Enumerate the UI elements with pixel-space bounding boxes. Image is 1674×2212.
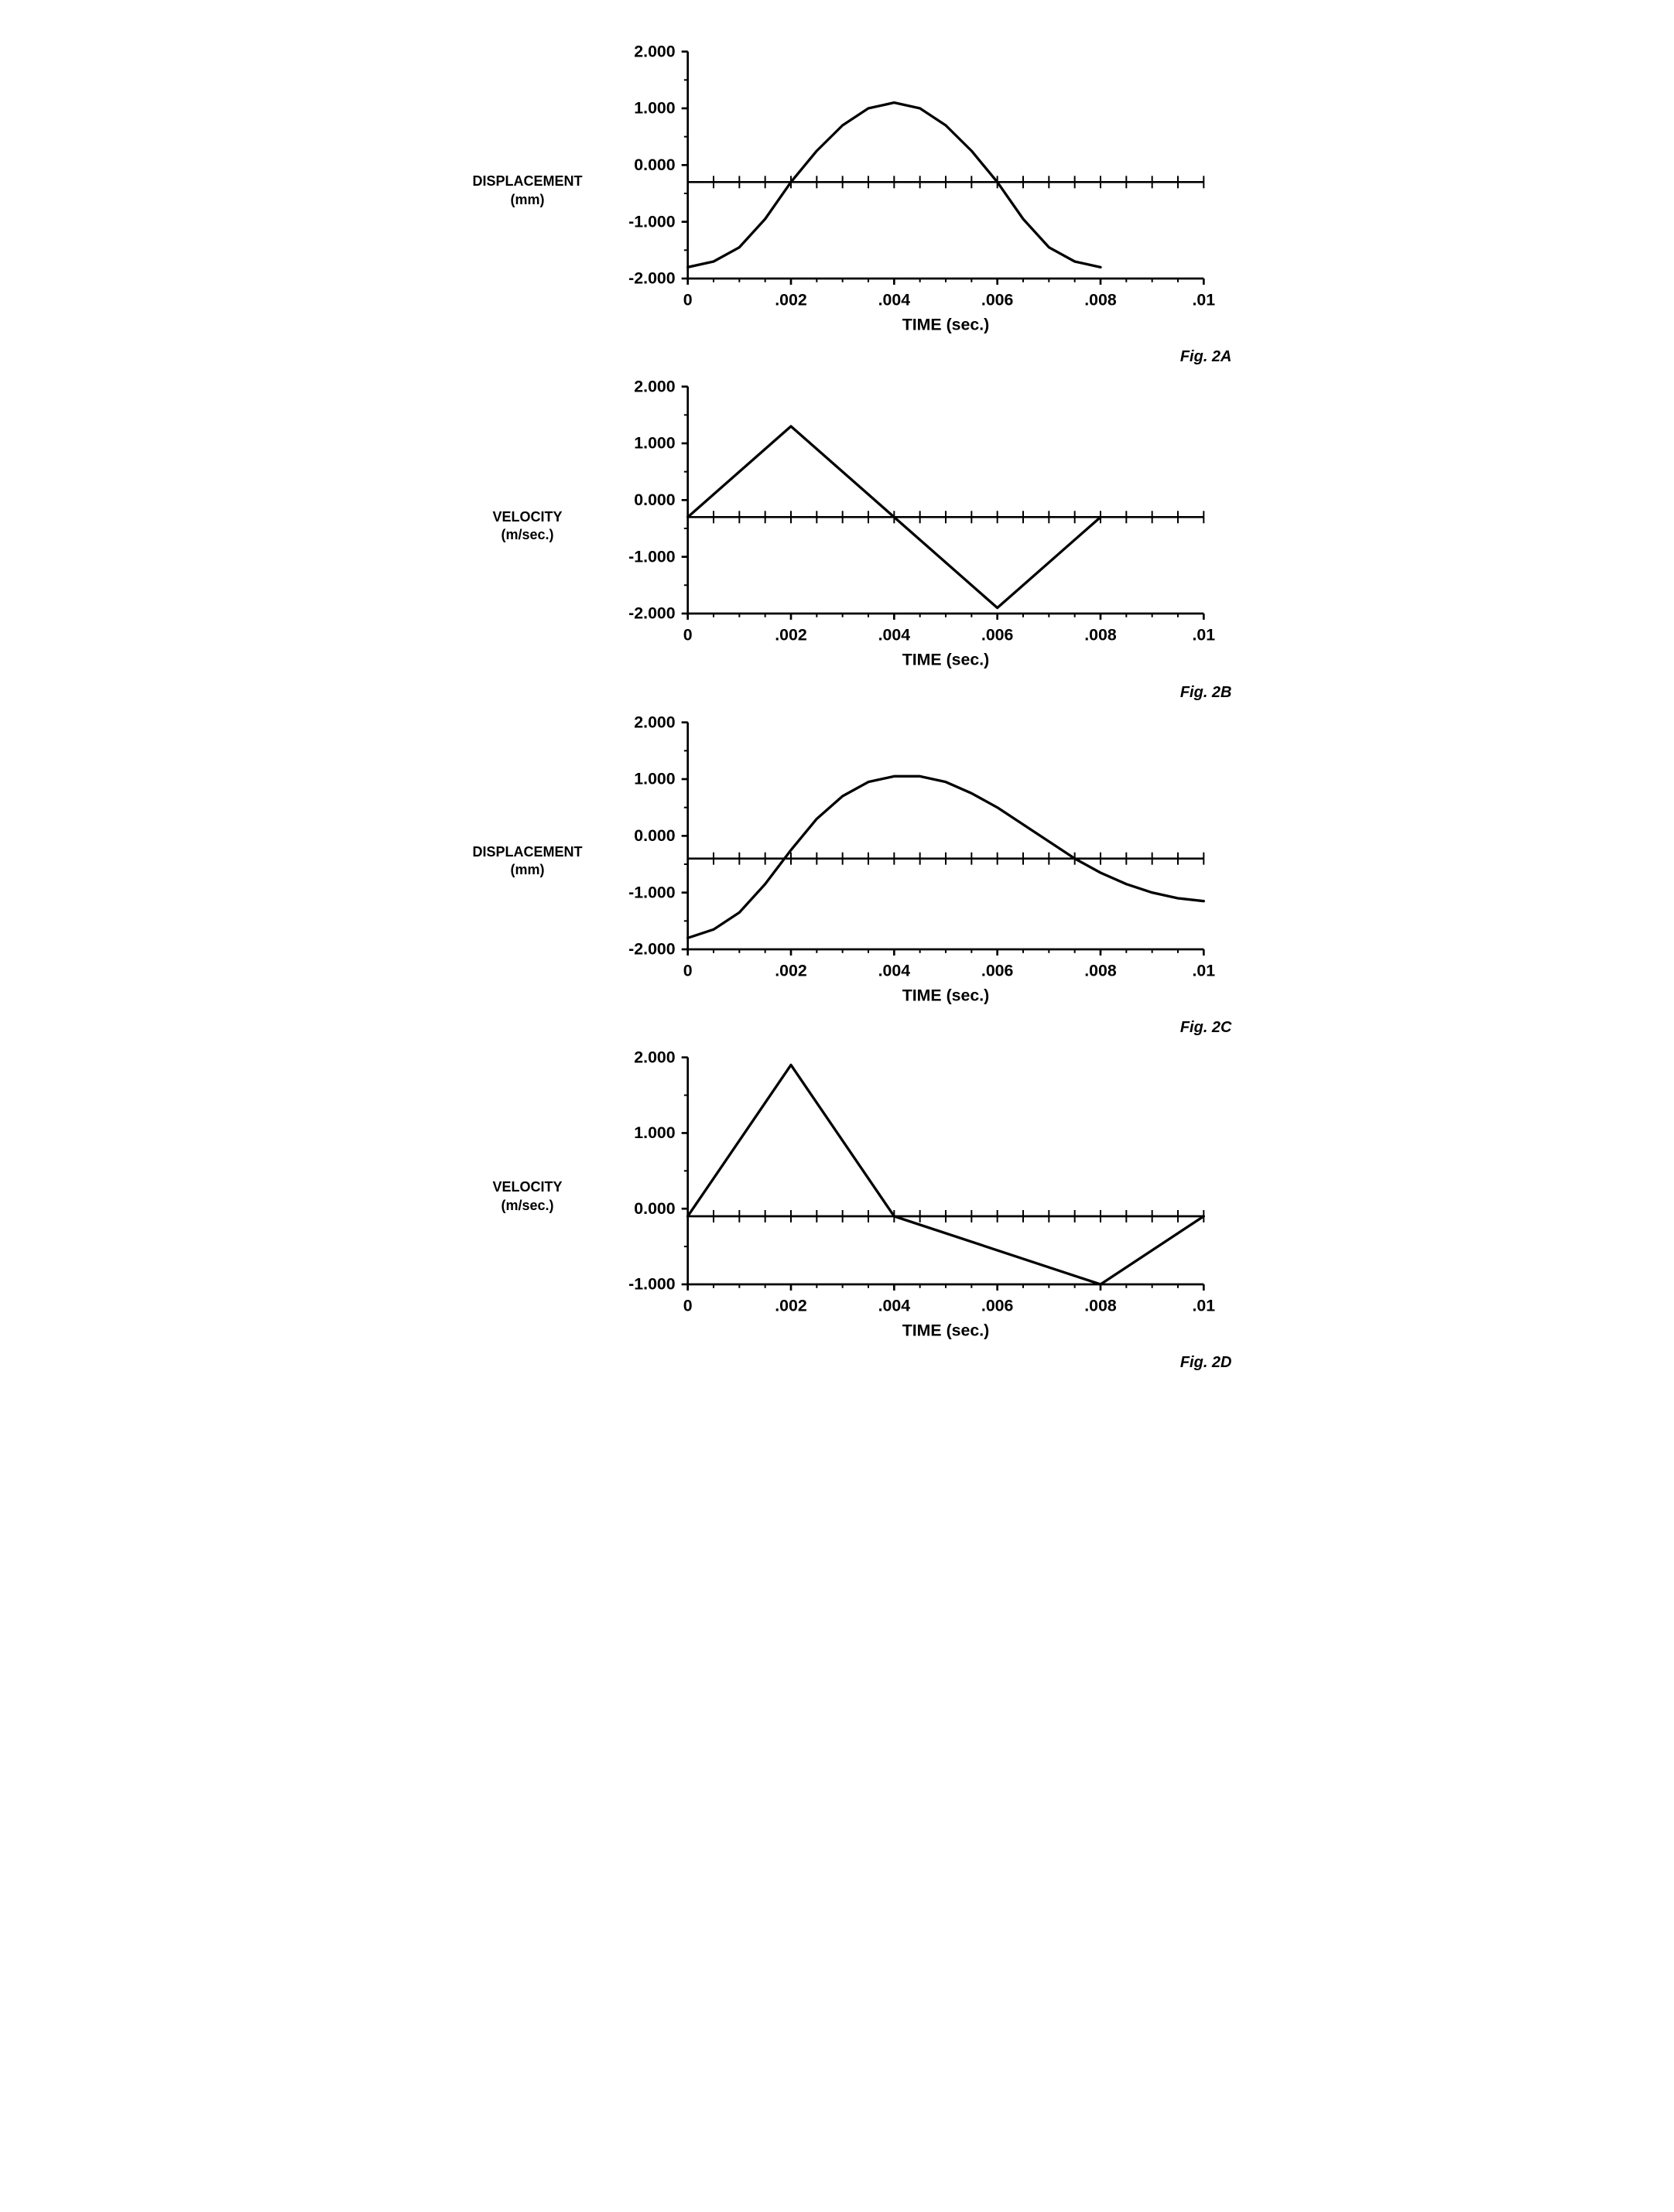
svg-text:0: 0 [683,961,692,980]
chart-box-2A: -2.000 -1.000 0.000 1.000 2.000 0 .002 .004 .006… [605,31,1224,350]
ylabel-2A: DISPLACEMENT (mm) [450,173,605,209]
svg-text:.01: .01 [1192,626,1215,644]
svg-text:.004: .004 [878,291,910,309]
svg-text:0: 0 [683,1297,692,1315]
ylabel-2B: VELOCITY (m/sec.) [450,508,605,545]
svg-text:.002: .002 [775,961,807,980]
svg-text:.002: .002 [775,626,807,644]
ylabel-line1: DISPLACEMENT [450,843,605,861]
svg-text:TIME (sec.): TIME (sec.) [902,986,989,1004]
svg-text:.006: .006 [981,291,1013,309]
svg-text:.004: .004 [878,961,910,980]
svg-text:.01: .01 [1192,291,1215,309]
svg-text:2.000: 2.000 [634,713,675,731]
chart-svg-2C: -2.000 -1.000 0.000 1.000 2.000 0 .002 .004 .006… [605,702,1224,1021]
svg-text:-1.000: -1.000 [628,212,675,231]
ylabel-line2: (m/sec.) [450,526,605,544]
svg-text:.008: .008 [1084,961,1117,980]
svg-text:-2.000: -2.000 [628,939,675,958]
svg-text:1.000: 1.000 [634,99,675,118]
ylabel-2C: DISPLACEMENT (mm) [450,843,605,880]
svg-text:0: 0 [683,291,692,309]
svg-text:0.000: 0.000 [634,826,675,845]
svg-text:.002: .002 [775,291,807,309]
svg-text:-1.000: -1.000 [628,1275,675,1294]
chart-box-2D: -1.000 0.000 1.000 2.000 0 .002 .004 .006 .008 .0… [605,1037,1224,1356]
svg-text:1.000: 1.000 [634,769,675,788]
svg-text:.006: .006 [981,961,1013,980]
svg-text:.006: .006 [981,1297,1013,1315]
caption-2D: Fig. 2D [1180,1354,1232,1372]
chart-row-2B: VELOCITY (m/sec.) -2.000 -1.000 0.000 1.000… [450,366,1224,685]
svg-text:TIME (sec.): TIME (sec.) [902,651,989,669]
svg-text:-2.000: -2.000 [628,269,675,288]
svg-text:.008: .008 [1084,1297,1117,1315]
svg-text:0: 0 [683,626,692,644]
svg-text:TIME (sec.): TIME (sec.) [902,1321,989,1340]
figure-container: DISPLACEMENT (mm) -2.000 -1.000 0.000 1.000… [450,31,1224,1356]
svg-text:-2.000: -2.000 [628,604,675,623]
chart-row-2C: DISPLACEMENT (mm) -2.000 -1.000 0.000 1.000… [450,702,1224,1021]
chart-box-2C: -2.000 -1.000 0.000 1.000 2.000 0 .002 .004 .006… [605,702,1224,1021]
chart-box-2B: -2.000 -1.000 0.000 1.000 2.000 0 .002 .004 .006… [605,366,1224,685]
svg-text:2.000: 2.000 [634,42,675,60]
svg-text:0.000: 0.000 [634,1199,675,1218]
svg-text:.008: .008 [1084,626,1117,644]
chart-row-2A: DISPLACEMENT (mm) -2.000 -1.000 0.000 1.000… [450,31,1224,350]
svg-text:.004: .004 [878,1297,910,1315]
ylabel-line2: (mm) [450,191,605,209]
chart-svg-2A: -2.000 -1.000 0.000 1.000 2.000 0 .002 .004 .006… [605,31,1224,350]
caption-2C: Fig. 2C [1180,1019,1232,1037]
svg-text:0.000: 0.000 [634,491,675,509]
svg-text:-1.000: -1.000 [628,548,675,566]
ylabel-line2: (m/sec.) [450,1197,605,1215]
ylabel-line2: (mm) [450,861,605,879]
svg-text:.008: .008 [1084,291,1117,309]
svg-text:TIME (sec.): TIME (sec.) [902,316,989,334]
chart-svg-2B: -2.000 -1.000 0.000 1.000 2.000 0 .002 .004 .006… [605,366,1224,685]
svg-text:.01: .01 [1192,1297,1215,1315]
svg-text:1.000: 1.000 [634,434,675,453]
svg-text:1.000: 1.000 [634,1123,675,1142]
ylabel-line1: VELOCITY [450,508,605,526]
svg-text:2.000: 2.000 [634,1048,675,1066]
chart-svg-2D: -1.000 0.000 1.000 2.000 0 .002 .004 .006 .008 .0… [605,1037,1224,1356]
chart-row-2D: VELOCITY (m/sec.) -1.000 0.000 1.000 2.000 0… [450,1037,1224,1356]
svg-text:-1.000: -1.000 [628,883,675,901]
caption-2A: Fig. 2A [1180,348,1232,366]
svg-text:.006: .006 [981,626,1013,644]
ylabel-line1: DISPLACEMENT [450,173,605,190]
caption-2B: Fig. 2B [1180,684,1232,702]
svg-text:.004: .004 [878,626,910,644]
svg-text:.002: .002 [775,1297,807,1315]
ylabel-line1: VELOCITY [450,1178,605,1196]
svg-text:0.000: 0.000 [634,156,675,174]
ylabel-2D: VELOCITY (m/sec.) [450,1178,605,1215]
svg-text:2.000: 2.000 [634,378,675,396]
svg-text:.01: .01 [1192,961,1215,980]
